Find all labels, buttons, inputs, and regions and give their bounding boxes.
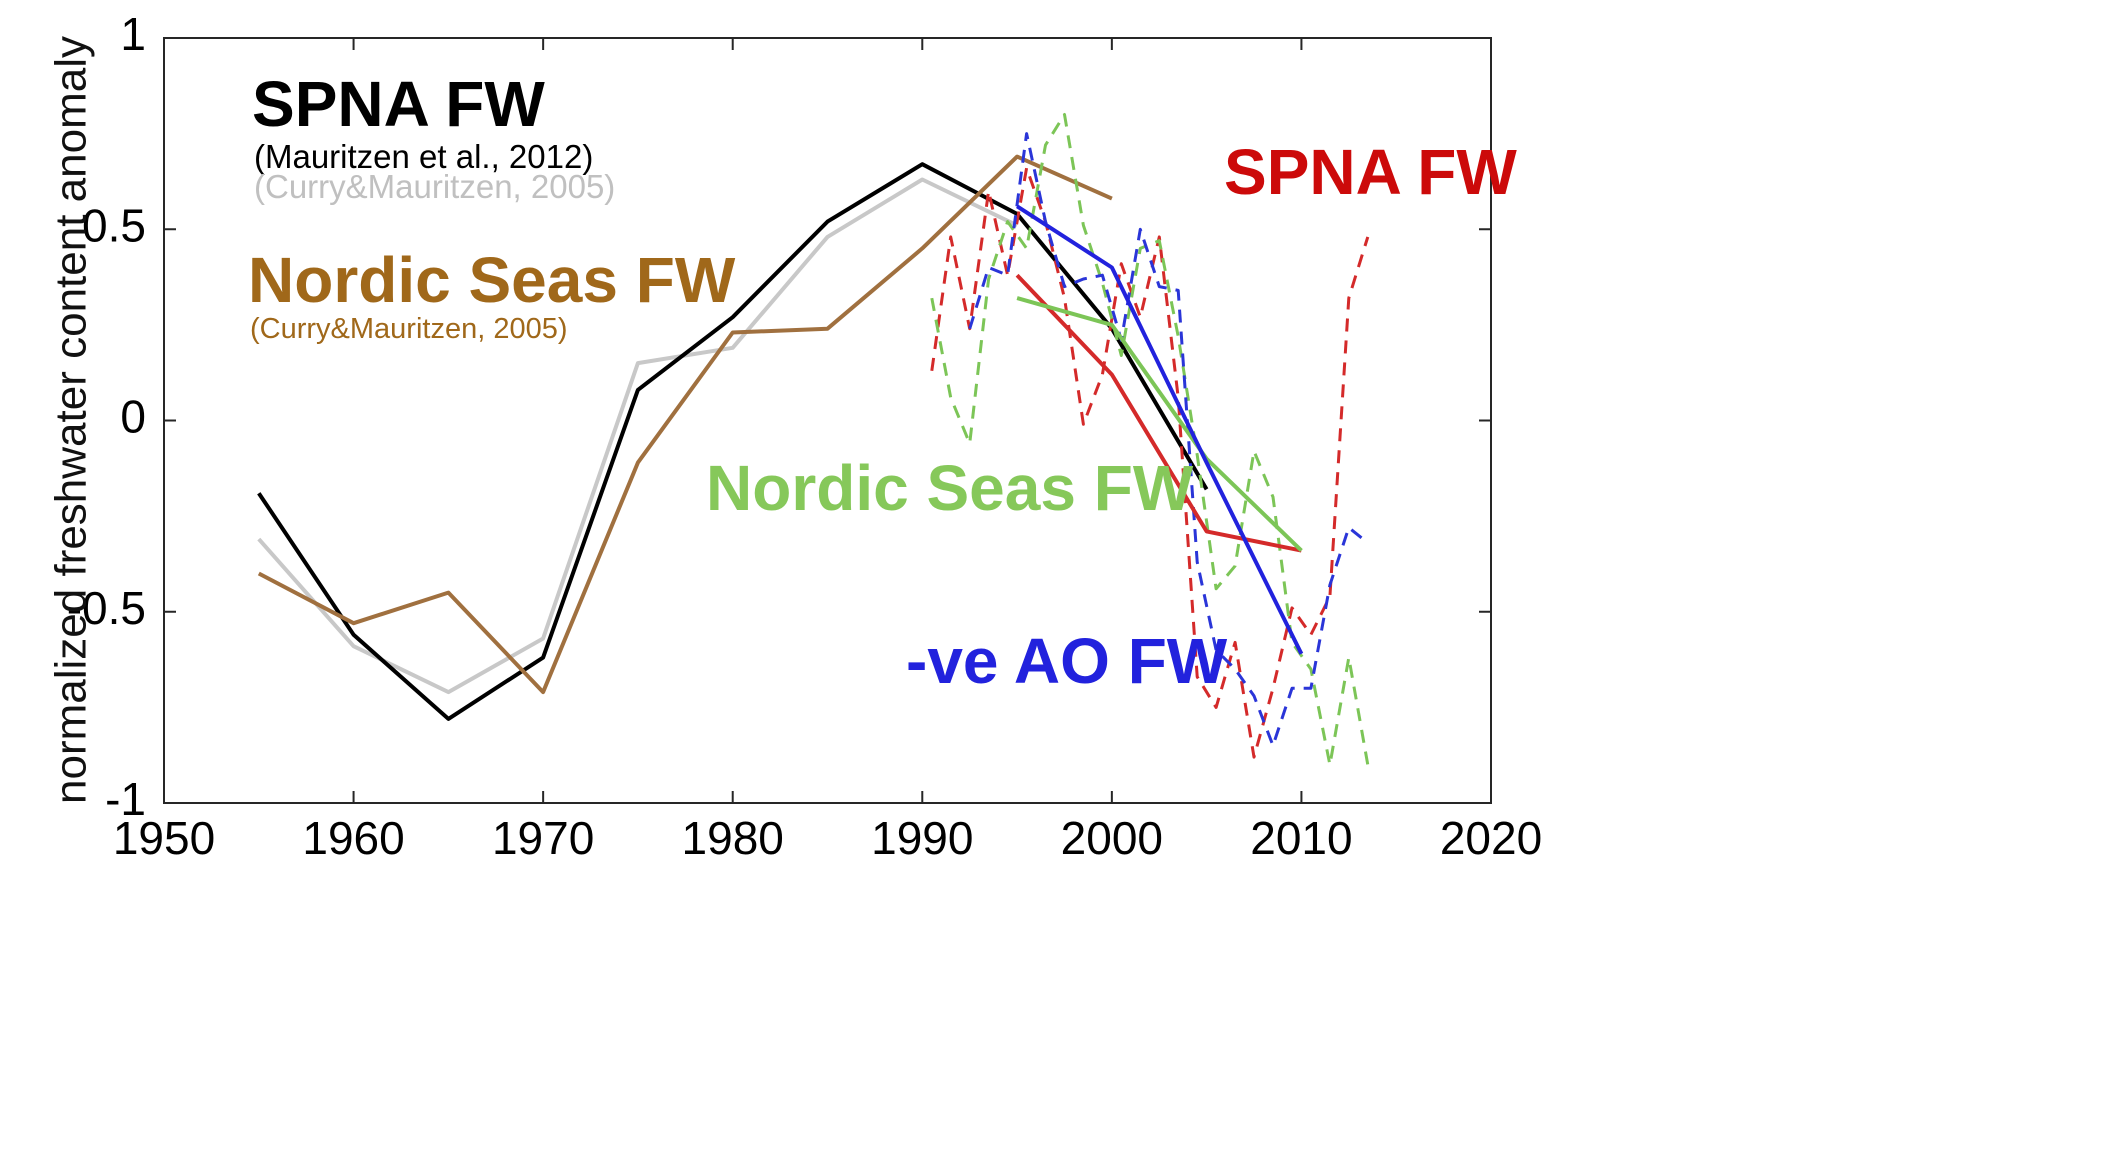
y-axis-label: normalized freshwater content anomaly <box>47 36 96 804</box>
series-line-7 <box>1016 296 1303 553</box>
y-tick-label: 1 <box>120 8 146 60</box>
x-tick-label: 2020 <box>1440 812 1542 864</box>
series-line-8 <box>1016 204 1304 655</box>
y-tick-label: -0.5 <box>67 582 146 634</box>
series-layer <box>257 113 1370 767</box>
y-tick-label: 0.5 <box>82 199 146 251</box>
x-tick-label: 1990 <box>871 812 973 864</box>
series-line-1 <box>257 162 1209 721</box>
series-line-4 <box>930 113 1370 767</box>
ao-fw-blue-label: -ve AO FW <box>906 625 1228 697</box>
spna-ref-mauritzen: (Mauritzen et al., 2012) <box>254 138 593 175</box>
spna-fw-red-label: SPNA FW <box>1224 136 1517 208</box>
spna-fw-title: SPNA FW <box>252 68 545 140</box>
nordic-seas-fw-title: Nordic Seas FW <box>248 244 736 316</box>
y-tick-label: 0 <box>120 391 146 443</box>
x-tick-label: 2000 <box>1061 812 1163 864</box>
x-tick-label: 1950 <box>113 812 215 864</box>
spna-ref-curry: (Curry&Mauritzen, 2005) <box>254 168 615 205</box>
series-line-2 <box>257 154 1113 695</box>
x-tick-label: 1980 <box>682 812 784 864</box>
x-tick-label: 1960 <box>302 812 404 864</box>
nordic-seas-ref-curry: (Curry&Mauritzen, 2005) <box>250 313 568 345</box>
series-line-5 <box>968 132 1369 748</box>
y-tick-label: -1 <box>105 773 146 825</box>
x-tick-label: 2010 <box>1250 812 1352 864</box>
x-tick-label: 1970 <box>492 812 594 864</box>
series-line-6 <box>1015 273 1302 553</box>
plot-area <box>163 37 1492 804</box>
axes: 1950 1960 1970 1980 1990 2000 2010 2020 1 0.5 0 -0.… <box>67 8 1542 864</box>
series-line-3 <box>930 166 1370 759</box>
nordic-seas-fw-green-label: Nordic Seas FW <box>706 452 1194 524</box>
